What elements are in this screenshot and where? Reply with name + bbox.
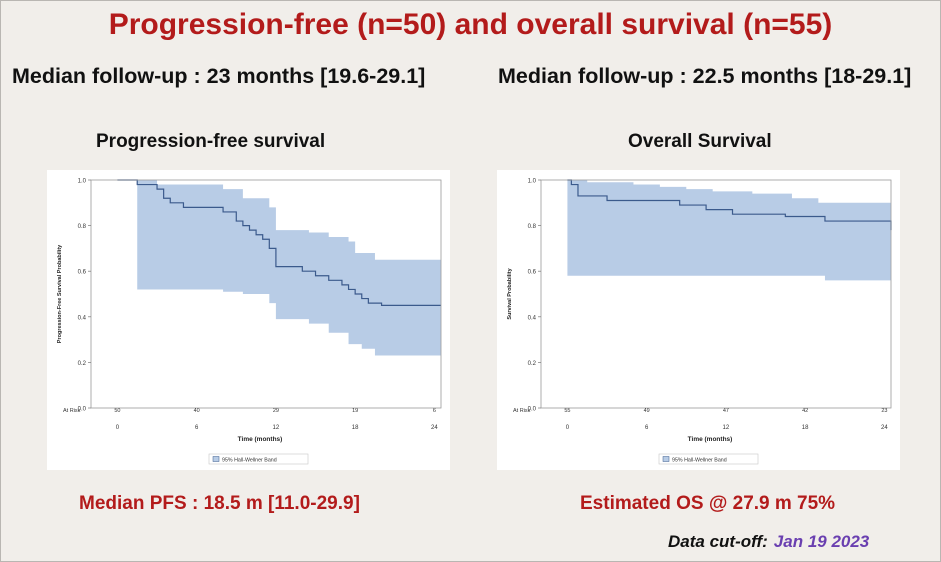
pfs-x-tick-label: 0 [116, 425, 120, 431]
pfs-y-axis-label: Progression-Free Survival Probability [57, 244, 63, 343]
pfs-legend-box [208, 453, 309, 465]
os-confidence-band [567, 180, 891, 281]
os-plot-frame [540, 179, 892, 409]
pfs-at-risk-count: 19 [352, 408, 358, 414]
os-y-tick-label: 0.2 [528, 361, 537, 367]
pfs-legend-label: 95% Hall-Wellner Band [222, 458, 277, 464]
pfs-at-risk-count: 50 [114, 408, 120, 414]
data-cutoff-date: Jan 19 2023 [773, 532, 870, 551]
os-legend-label: 95% Hall-Wellner Band [672, 458, 727, 464]
median-pfs-text: Median PFS : 18.5 m [11.0-29.9] [79, 493, 360, 514]
os-kaplan-meier-chart: 0.0 0.2 0.4 0.6 0.8 1.0 At Risk 55 49 47 42 23 0 6 12 1… [507, 179, 892, 465]
pfs-at-risk-count: 40 [194, 408, 200, 414]
os-followup-text: Median follow-up : 22.5 months [18-29.1] [498, 64, 912, 88]
pfs-plot-frame [90, 179, 442, 409]
pfs-survival-curve [117, 179, 441, 306]
os-y-tick-label: 1.0 [528, 179, 537, 185]
os-x-tick-label: 0 [566, 425, 570, 431]
os-y-tick-label: 0.6 [528, 270, 537, 276]
os-at-risk-label: At Risk [513, 408, 531, 414]
os-y-tick-label: 0.4 [528, 315, 537, 321]
data-cutoff: Data cut-off: Jan 19 2023 [668, 532, 869, 552]
os-x-axis-label: Time (months) [688, 436, 733, 443]
estimated-os-text: Estimated OS @ 27.9 m 75% [580, 493, 836, 514]
pfs-confidence-band [137, 180, 441, 356]
pfs-x-tick-label: 6 [195, 425, 199, 431]
os-at-risk-count: 23 [881, 408, 887, 414]
os-legend-box [658, 453, 759, 465]
pfs-x-axis-label: Time (months) [238, 436, 283, 443]
pfs-kaplan-meier-chart: 0.0 0.2 0.4 0.6 0.8 1.0 At Risk 50 40 29 19 6 0 6 12 18… [57, 179, 442, 465]
os-chart-heading: Overall Survival [628, 131, 772, 152]
os-chart-panel: 0.0 0.2 0.4 0.6 0.8 1.0 At Risk 55 49 47 42 23 0 6 12 1… [497, 170, 900, 470]
pfs-followup-text: Median follow-up : 23 months [19.6-29.1] [12, 64, 426, 88]
pfs-y-tick-label: 0.2 [78, 361, 87, 367]
pfs-legend-swatch [212, 456, 220, 462]
pfs-y-tick-label: 0.4 [78, 315, 87, 321]
os-legend-swatch [662, 456, 670, 462]
os-survival-curve [567, 179, 892, 231]
pfs-y-tick-label: 1.0 [78, 179, 87, 185]
os-at-risk-count: 55 [564, 408, 570, 414]
os-y-tick-label: 0.0 [528, 407, 537, 413]
os-at-risk-count: 47 [723, 408, 729, 414]
os-legend: 95% Hall-Wellner Band [658, 453, 759, 465]
os-x-tick-label: 24 [881, 425, 888, 431]
pfs-y-tick-label: 0.8 [78, 224, 87, 230]
data-cutoff-label: Data cut-off: [668, 532, 768, 551]
pfs-chart-heading: Progression-free survival [96, 131, 326, 152]
os-at-risk-count: 42 [802, 408, 808, 414]
os-at-risk-count: 49 [644, 408, 650, 414]
os-x-tick-label: 6 [645, 425, 649, 431]
os-x-tick-label: 12 [723, 425, 730, 431]
pfs-y-tick-label: 0.0 [78, 407, 87, 413]
pfs-chart-panel: 0.0 0.2 0.4 0.6 0.8 1.0 At Risk 50 40 29 19 6 0 6 12 18… [47, 170, 450, 470]
pfs-x-tick-label: 24 [431, 425, 438, 431]
slide-title: Progression-free (n=50) and overall surv… [108, 8, 833, 41]
pfs-at-risk-count: 6 [433, 408, 436, 414]
os-y-tick-label: 0.8 [528, 224, 537, 230]
os-y-axis-label: Survival Probability [507, 267, 513, 319]
pfs-x-tick-label: 18 [352, 425, 359, 431]
pfs-x-tick-label: 12 [273, 425, 280, 431]
pfs-at-risk-label: At Risk [63, 408, 81, 414]
pfs-y-tick-label: 0.6 [78, 270, 87, 276]
pfs-at-risk-count: 29 [273, 408, 279, 414]
pfs-legend: 95% Hall-Wellner Band [208, 453, 309, 465]
os-x-tick-label: 18 [802, 425, 809, 431]
